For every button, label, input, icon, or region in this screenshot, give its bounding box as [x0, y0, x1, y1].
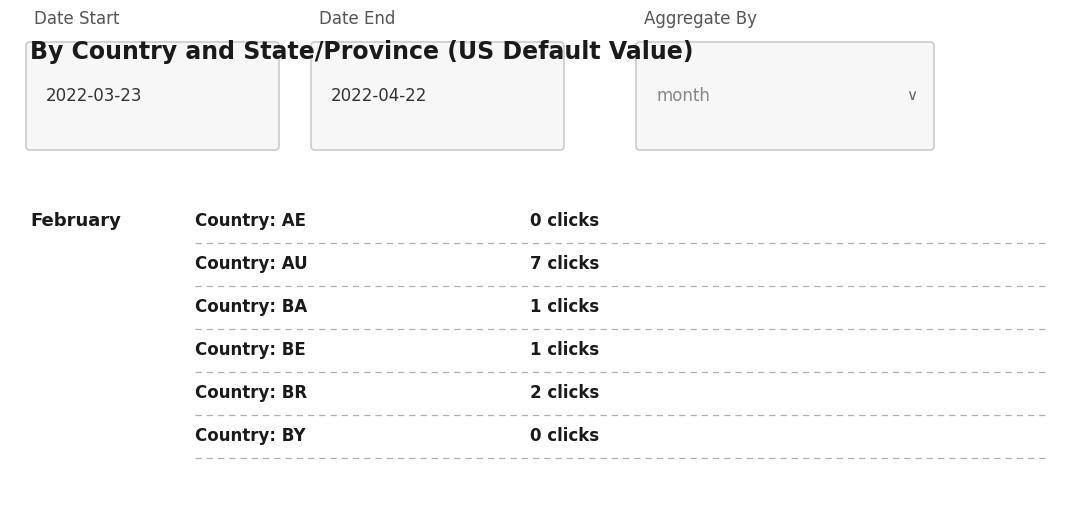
Text: By Country and State/Province (US Default Value): By Country and State/Province (US Defaul… [30, 40, 693, 64]
Text: Country: AE: Country: AE [195, 212, 306, 230]
Text: month: month [656, 87, 709, 105]
Text: Date End: Date End [319, 10, 396, 28]
Text: 0 clicks: 0 clicks [530, 427, 599, 445]
FancyBboxPatch shape [636, 42, 934, 150]
Text: 2022-04-22: 2022-04-22 [331, 87, 427, 105]
Text: 1 clicks: 1 clicks [530, 341, 599, 359]
Text: Country: AU: Country: AU [195, 255, 308, 273]
Text: 7 clicks: 7 clicks [530, 255, 599, 273]
Text: 2 clicks: 2 clicks [530, 384, 599, 402]
Text: 0 clicks: 0 clicks [530, 212, 599, 230]
Text: Aggregate By: Aggregate By [644, 10, 756, 28]
FancyBboxPatch shape [26, 42, 279, 150]
FancyBboxPatch shape [311, 42, 564, 150]
Text: Country: BR: Country: BR [195, 384, 307, 402]
Text: Country: BY: Country: BY [195, 427, 306, 445]
Text: 1 clicks: 1 clicks [530, 298, 599, 316]
Text: ∨: ∨ [906, 89, 918, 104]
Text: February: February [30, 212, 121, 230]
Text: 2022-03-23: 2022-03-23 [46, 87, 142, 105]
Text: Country: BA: Country: BA [195, 298, 307, 316]
Text: Date Start: Date Start [34, 10, 120, 28]
Text: Country: BE: Country: BE [195, 341, 306, 359]
